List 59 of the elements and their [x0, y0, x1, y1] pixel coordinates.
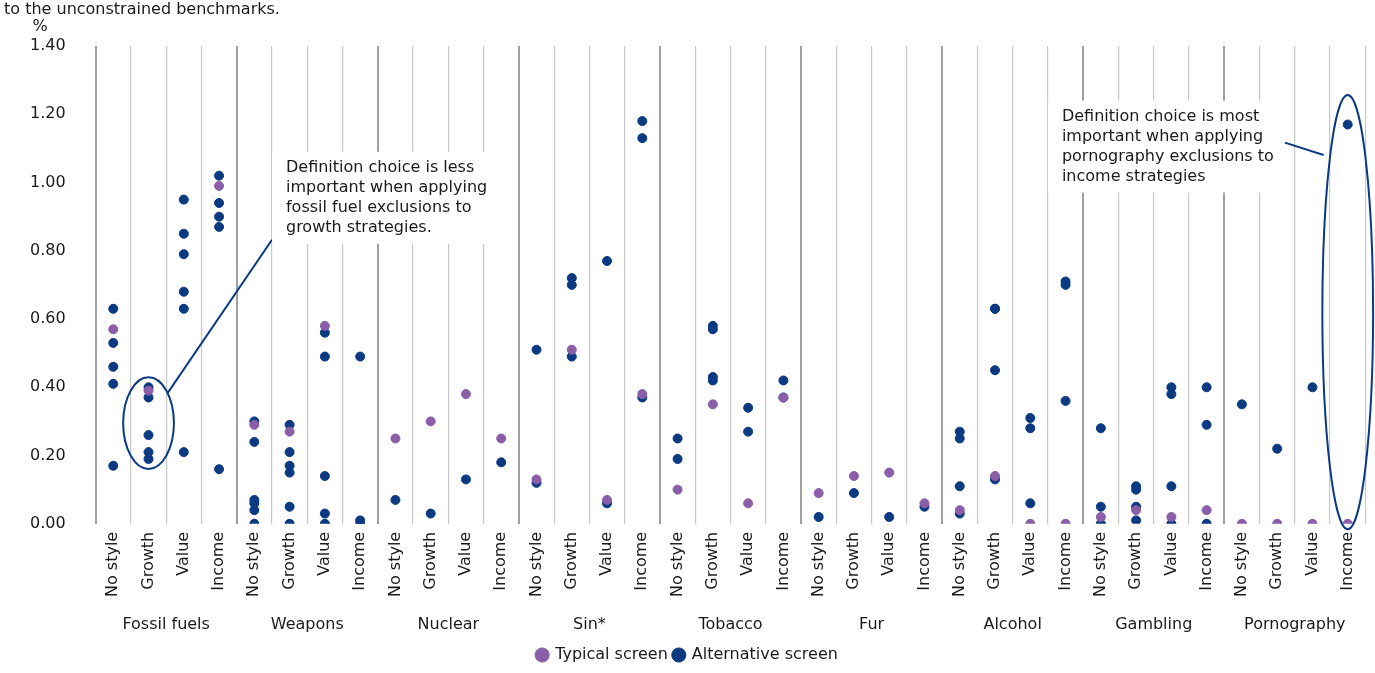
x-tick-label: Value [737, 531, 757, 576]
x-tick-label: Income [631, 531, 651, 591]
y-tick-label: 1.20 [30, 103, 66, 123]
annotation: Definition choice is most important when applying pornography exclusions to income strategies [1061, 105, 1274, 185]
chart-subtitle: to the unconstrained benchmarks. [4, 0, 280, 19]
x-tick-label: No style [1089, 531, 1109, 598]
y-tick-label: 0.80 [30, 239, 66, 259]
x-tick-label: Value [455, 531, 475, 576]
y-tick-label: 0.60 [30, 308, 66, 328]
x-tick-label: Growth [1125, 531, 1145, 590]
y-tick-label: 1.00 [30, 171, 66, 191]
text: Fur [859, 614, 885, 634]
x-tick-label: Value [1301, 531, 1321, 576]
x-tick-label: Income [1054, 531, 1074, 591]
x-tick-label: No style [807, 531, 827, 598]
text: Pornography [1244, 614, 1346, 634]
x-tick-label: Income [772, 531, 792, 591]
legend-label: Alternative screen [691, 644, 838, 664]
x-tick-label: Income [1195, 531, 1215, 591]
x-tick-label: Value [878, 531, 898, 576]
x-tick-label: Income [913, 531, 933, 591]
x-tick-label: Growth [278, 531, 298, 590]
text: Weapons [270, 614, 344, 634]
x-tick-label: Income [1336, 531, 1356, 591]
x-tick-label: No style [243, 531, 263, 598]
y-tick-label: 1.40 [30, 35, 66, 55]
x-tick-label: Value [172, 531, 192, 576]
x-tick-label: Growth [560, 531, 580, 590]
x-tick-label: Growth [702, 531, 722, 590]
x-tick-label: No style [948, 531, 968, 598]
x-tick-label: Income [208, 531, 228, 591]
x-tick-label: Growth [843, 531, 863, 590]
x-tick-label: Value [314, 531, 334, 576]
legend-label: Typical screen [554, 644, 668, 664]
x-tick-label: Income [349, 531, 369, 591]
text: Gambling [1115, 614, 1193, 634]
x-tick-label: Value [1019, 531, 1039, 576]
annotation: Definition choice is less important when applying fossil fuel exclusions to growth strategies. [285, 156, 488, 236]
text: Tobacco [697, 614, 763, 634]
x-tick-label: No style [666, 531, 686, 598]
x-tick-label: Growth [984, 531, 1004, 590]
x-tick-label: No style [525, 531, 545, 598]
y-axis-title: % [32, 16, 48, 36]
x-tick-label: Income [490, 531, 510, 591]
x-tick-label: Growth [137, 531, 157, 590]
text: Nuclear [417, 614, 480, 634]
text: Sin* [573, 614, 606, 634]
x-tick-label: No style [102, 531, 122, 598]
x-tick-label: Growth [419, 531, 439, 590]
text: Fossil fuels [122, 614, 210, 634]
x-tick-label: No style [384, 531, 404, 598]
text: Alcohol [983, 614, 1042, 634]
x-tick-label: Growth [1266, 531, 1286, 590]
x-tick-label: No style [1231, 531, 1251, 598]
y-tick-label: 0.20 [30, 444, 66, 464]
x-tick-label: Value [596, 531, 616, 576]
y-tick-label: 0.40 [30, 376, 66, 396]
x-tick-label: Value [1160, 531, 1180, 576]
y-tick-label: 0.00 [30, 512, 66, 532]
